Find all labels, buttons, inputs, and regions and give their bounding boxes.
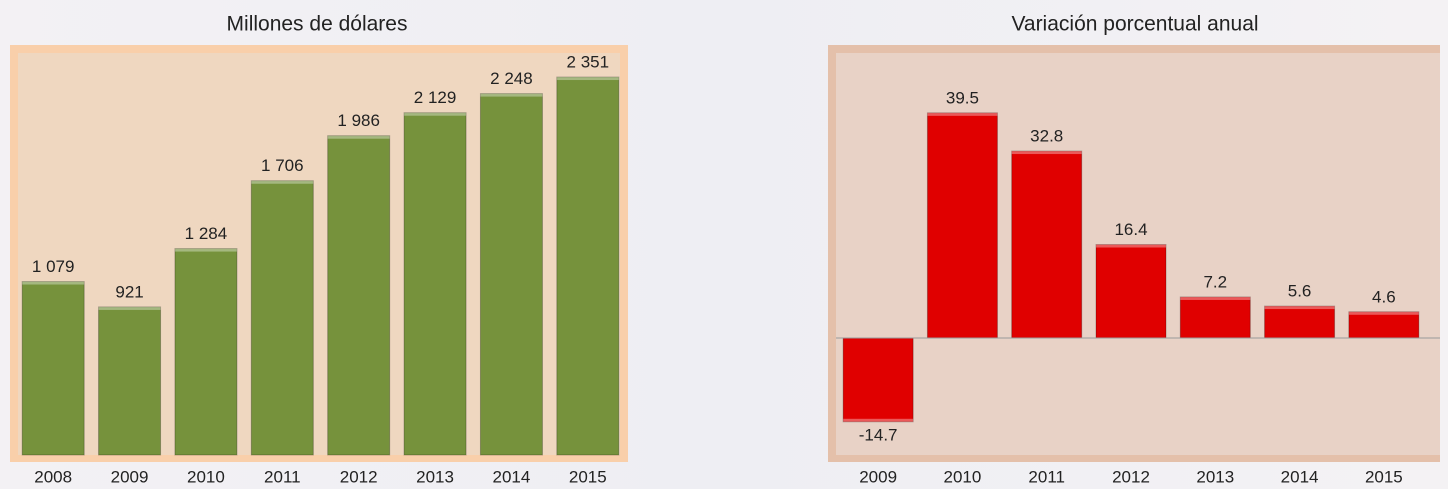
- bar-highlight: [480, 94, 542, 97]
- data-label: 16.4: [1114, 220, 1147, 239]
- bar-highlight: [1349, 312, 1419, 315]
- data-label: 2 351: [567, 53, 610, 72]
- x-tick-label: 2011: [1028, 467, 1065, 486]
- chart-title: Variación porcentual anual: [1011, 13, 1258, 36]
- data-label: 1 706: [261, 156, 304, 175]
- x-tick-label: 2012: [1112, 467, 1150, 486]
- bar-highlight: [1012, 151, 1082, 154]
- bar: [927, 113, 997, 338]
- chart-title: Millones de dólares: [227, 13, 408, 36]
- bar-highlight: [1180, 297, 1250, 300]
- data-label: 921: [115, 282, 143, 301]
- data-label: 1 079: [32, 257, 75, 276]
- data-label: 32.8: [1030, 127, 1063, 146]
- x-tick-label: 2012: [340, 467, 378, 486]
- x-tick-label: 2010: [187, 467, 225, 486]
- x-tick-label: 2009: [859, 467, 897, 486]
- x-tick-label: 2013: [416, 467, 454, 486]
- bar: [251, 181, 313, 455]
- page: Millones de dólares Variación porcentual…: [0, 0, 1448, 489]
- bar: [557, 77, 619, 455]
- data-label: 39.5: [946, 88, 979, 107]
- bar-highlight: [99, 307, 161, 310]
- bar: [99, 307, 161, 455]
- data-label: 7.2: [1203, 272, 1227, 291]
- x-tick-label: 2008: [34, 467, 72, 486]
- x-tick-label: 2014: [493, 467, 531, 486]
- data-label: 2 129: [414, 88, 457, 107]
- data-label: 4.6: [1372, 287, 1396, 306]
- x-tick-label: 2014: [1281, 467, 1319, 486]
- bar: [1096, 245, 1166, 338]
- bar: [1180, 297, 1250, 338]
- bar-highlight: [557, 77, 619, 80]
- bar: [328, 136, 390, 455]
- bar: [404, 113, 466, 455]
- x-tick-label: 2010: [944, 467, 982, 486]
- x-tick-label: 2011: [264, 467, 301, 486]
- x-tick-label: 2015: [1365, 467, 1403, 486]
- bar-highlight: [1096, 245, 1166, 248]
- x-tick-label: 2015: [569, 467, 607, 486]
- bar: [1012, 151, 1082, 338]
- bar: [22, 282, 84, 455]
- bar-highlight: [927, 113, 997, 116]
- data-label: -14.7: [859, 425, 898, 444]
- x-tick-label: 2009: [111, 467, 149, 486]
- bar: [1265, 306, 1335, 338]
- bar-highlight: [843, 419, 913, 422]
- bar-highlight: [328, 136, 390, 139]
- bar-highlight: [404, 113, 466, 116]
- bar: [843, 338, 913, 422]
- bar: [175, 249, 237, 455]
- x-tick-label: 2013: [1196, 467, 1234, 486]
- bar-highlight: [1265, 306, 1335, 309]
- bar: [480, 94, 542, 455]
- data-label: 5.6: [1288, 282, 1312, 301]
- data-label: 1 284: [185, 224, 228, 243]
- bar: [1349, 312, 1419, 338]
- bar-highlight: [251, 181, 313, 184]
- data-label: 2 248: [490, 69, 533, 88]
- bar-highlight: [175, 249, 237, 252]
- bar-highlight: [22, 282, 84, 285]
- data-label: 1 986: [337, 111, 380, 130]
